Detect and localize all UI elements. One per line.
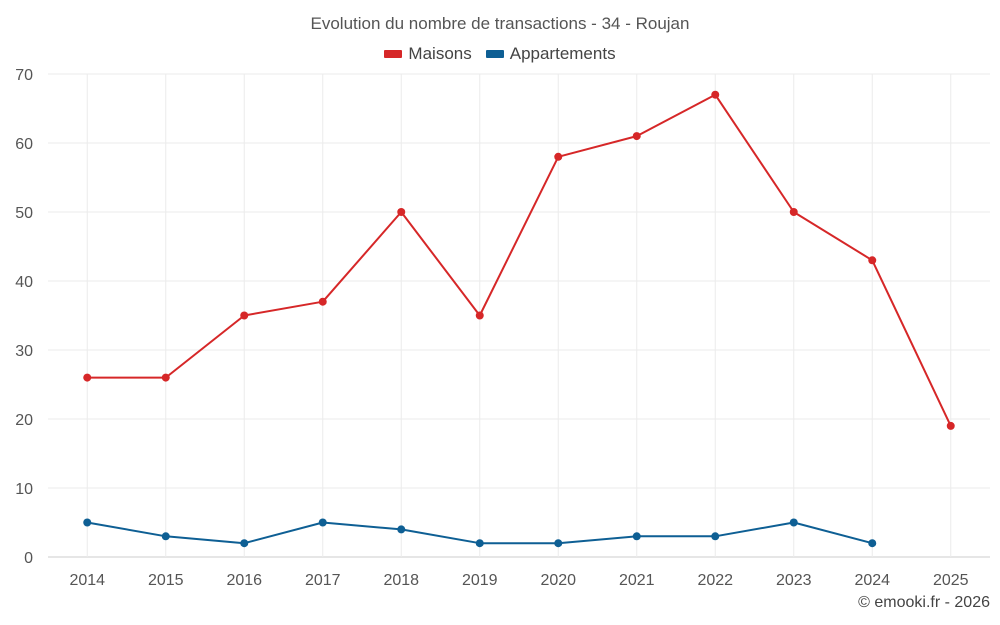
data-point-appartements <box>318 518 327 527</box>
x-tick-label: 2018 <box>383 572 419 589</box>
x-tick-label: 2024 <box>854 572 890 589</box>
data-point-appartements <box>789 518 798 527</box>
x-tick-label: 2023 <box>776 572 812 589</box>
data-point-appartements <box>83 518 92 527</box>
data-point-maisons <box>397 208 406 216</box>
chart-legend: Maisons Appartements <box>0 44 1000 64</box>
legend-swatch-appartements <box>485 50 504 58</box>
data-point-maisons <box>711 90 720 99</box>
data-point-maisons <box>868 256 877 265</box>
legend-item-maisons[interactable]: Maisons <box>384 44 472 64</box>
data-point-appartements <box>711 532 720 541</box>
x-tick-label: 2016 <box>226 572 262 589</box>
y-tick-label: 0 <box>24 550 33 567</box>
legend-item-appartements[interactable]: Appartements <box>485 44 616 64</box>
data-point-appartements <box>554 539 563 548</box>
data-point-appartements <box>868 539 877 548</box>
data-point-appartements <box>475 539 484 548</box>
x-tick-label: 2019 <box>462 572 498 589</box>
data-point-appartements <box>397 525 406 534</box>
y-tick-label: 40 <box>15 274 33 291</box>
x-tick-label: 2015 <box>148 572 184 589</box>
x-tick-label: 2021 <box>619 572 655 589</box>
data-point-maisons <box>789 208 798 216</box>
y-tick-label: 70 <box>15 67 33 84</box>
y-tick-label: 50 <box>15 205 33 222</box>
data-point-maisons <box>240 311 249 320</box>
legend-label-maisons: Maisons <box>408 44 472 63</box>
y-tick-label: 20 <box>15 412 33 429</box>
data-point-appartements <box>632 532 641 541</box>
y-tick-label: 10 <box>15 481 33 498</box>
data-point-maisons <box>632 132 641 141</box>
chart-title: Evolution du nombre de transactions - 34… <box>310 14 690 33</box>
data-point-maisons <box>946 421 955 430</box>
y-tick-label: 60 <box>15 136 33 153</box>
data-point-appartements <box>161 532 170 541</box>
credit-text: © emooki.fr - 2026 <box>858 594 990 611</box>
x-tick-label: 2014 <box>69 572 105 589</box>
data-point-maisons <box>83 373 92 382</box>
legend-label-appartements: Appartements <box>509 44 616 63</box>
x-tick-label: 2022 <box>697 572 733 589</box>
data-point-maisons <box>475 311 484 320</box>
series-line-maisons <box>87 93 952 427</box>
x-tick-label: 2025 <box>933 572 969 589</box>
data-point-maisons <box>161 373 170 382</box>
y-tick-label: 30 <box>15 343 33 360</box>
x-tick-label: 2020 <box>540 572 576 589</box>
x-tick-label: 2017 <box>305 572 341 589</box>
data-point-maisons <box>318 297 327 306</box>
data-point-maisons <box>554 152 563 161</box>
data-point-appartements <box>240 539 249 548</box>
legend-swatch-maisons <box>384 50 403 58</box>
